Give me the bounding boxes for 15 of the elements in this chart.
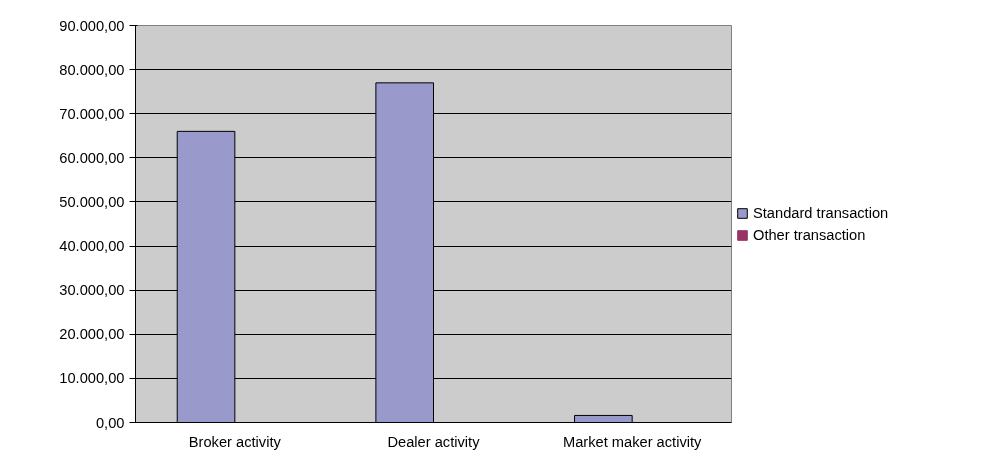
y-tick-label: 10.000,00 bbox=[59, 370, 125, 387]
y-tick-label: 30.000,00 bbox=[59, 282, 125, 299]
y-tick-label: 50.000,00 bbox=[59, 193, 125, 210]
y-tick-label: 20.000,00 bbox=[59, 326, 125, 343]
y-tick-label: 0,00 bbox=[95, 414, 125, 431]
y-tick-label: 90.000,00 bbox=[59, 17, 125, 34]
y-tick-label: 70.000,00 bbox=[59, 105, 125, 122]
y-tick-label: 40.000,00 bbox=[59, 238, 125, 255]
x-tick-label: Dealer activity bbox=[387, 433, 481, 450]
x-tick-label: Broker activity bbox=[188, 433, 282, 450]
x-tick-label: Market maker activity bbox=[562, 433, 703, 450]
y-tick-label: 80.000,00 bbox=[59, 61, 125, 78]
legend-label: Standard transaction bbox=[753, 204, 889, 221]
y-tick-label: 60.000,00 bbox=[59, 149, 125, 166]
legend-label: Other transaction bbox=[753, 226, 866, 243]
